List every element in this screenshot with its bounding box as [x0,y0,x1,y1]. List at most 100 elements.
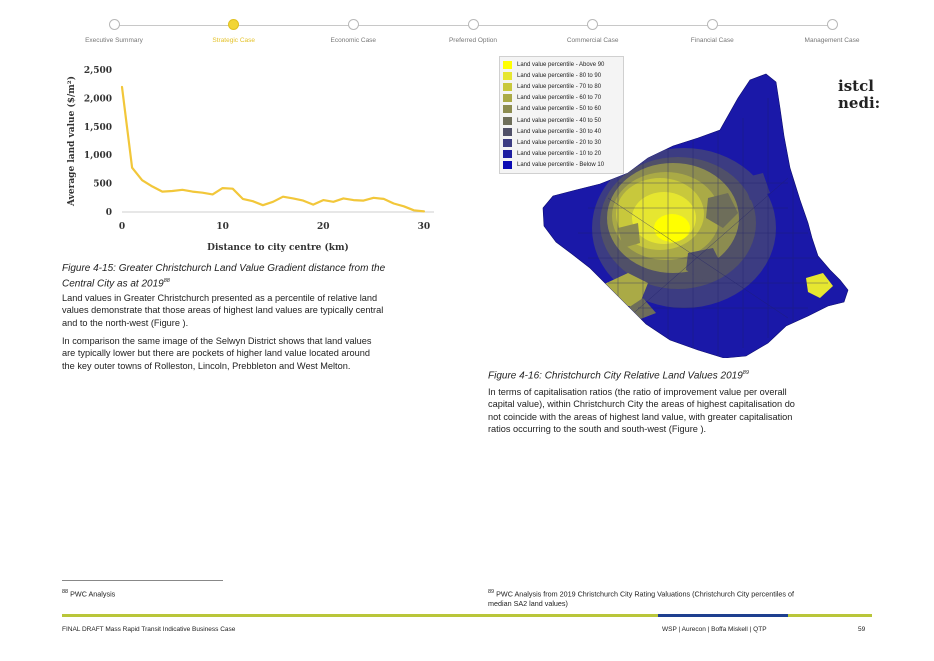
legend-label: Land value percentile - 30 to 40 [517,128,602,135]
zone-above-90 [654,214,690,242]
legend-swatch [503,138,512,147]
legend-item: Land value percentile - 20 to 30 [503,137,620,148]
text-line: and to the north-west (Figure ). [62,317,189,328]
footer-document-title: FINAL DRAFT Mass Rapid Transit Indicativ… [62,626,236,633]
zone-coastal [806,273,833,298]
nav-step-executive-summary[interactable]: Executive Summary [54,18,174,44]
y-tick-label: 1,500 [84,123,112,133]
nav-dot [706,19,718,30]
series-line [120,85,425,213]
legend-item: Land value percentile - 70 to 80 [503,81,620,92]
x-tick-label: 0 [119,222,125,232]
footnote-ref: 89 [742,370,749,376]
legend-label: Land value percentile - 10 to 20 [517,151,602,158]
text-line: capital value), within Christchurch City… [488,399,795,410]
x-tick-label: 10 [216,222,229,232]
nav-step-strategic-case[interactable]: Strategic Case [174,18,294,44]
legend-label: Land value percentile - Above 90 [517,61,605,68]
legend-label: Land value percentile - 50 to 60 [517,106,602,113]
christchurch-land-value-map [542,73,849,358]
nav-step-commercial-case[interactable]: Commercial Case [533,18,653,44]
legend-item: Land value percentile - 10 to 20 [503,149,620,160]
nav-step-preferred-option[interactable]: Preferred Option [413,18,533,44]
nav-dot [108,19,120,30]
text-line: are typically lower but there are pocket… [62,348,370,359]
legend-swatch [503,71,512,80]
footer-partners: WSP | Aurecon | Boffa Miskell | QTP [662,626,767,633]
nav-dot [587,19,599,30]
legend-label: Land value percentile - 80 to 90 [517,72,602,79]
map-label-fragment: istcl nedi: [838,78,880,112]
y-tick-label: 500 [93,180,112,190]
legend-label: Land value percentile - 60 to 70 [517,95,602,102]
land-value-gradient-chart: 0 500 1,000 1,500 2,000 2,500 0 10 20 30 Distance … [66,66,434,253]
nav-dot [826,19,838,30]
legend-item: Land value percentile - Below 10 [503,160,620,171]
legend-item: Land value percentile - 60 to 70 [503,93,620,104]
legend-item: Land value percentile - 30 to 40 [503,126,620,137]
zone-patch [743,173,770,200]
legend-item: Land value percentile - 40 to 50 [503,115,620,126]
nav-label: Strategic Case [212,37,255,44]
legend-swatch [503,150,512,159]
footnote-ref: 89 [488,589,495,595]
progress-nav: Executive Summary Strategic Case Economi… [68,18,878,50]
footnote-rule [62,580,223,581]
footer-page-number: 59 [858,626,866,633]
text-line: the key outer towns of Rolleston, Lincol… [62,360,351,371]
nav-step-management-case[interactable]: Management Case [772,18,892,44]
nav-step-financial-case[interactable]: Financial Case [652,18,772,44]
x-tick-label: 30 [418,222,431,232]
legend-swatch [503,94,512,103]
footer-bar-accent [658,614,788,617]
footnote-text: PWC Analysis from 2019 Christchurch City… [496,589,794,599]
text-line: Land values in Greater Christchurch pres… [62,293,378,303]
legend-swatch [503,116,512,125]
legend-swatch [503,82,512,91]
x-tick-label: 20 [317,222,330,232]
nav-label: Preferred Option [448,37,498,44]
legend-swatch [503,127,512,136]
text-line: not coincide with the areas of highest l… [488,411,793,422]
y-tick-label: 0 [106,208,112,218]
figure-15-caption: Figure 4-15: Greater Christchurch Land V… [62,262,442,290]
legend-label: Land value percentile - 70 to 80 [517,83,602,90]
figure-16-caption: Figure 4-16: Christchurch City Relative … [488,367,878,382]
nav-step-economic-case[interactable]: Economic Case [293,18,413,44]
footer-bar [62,614,658,617]
legend-label: Land value percentile - 40 to 50 [517,117,602,124]
footnote-text: median SA2 land values) [488,599,568,609]
nav-dot [347,19,359,30]
x-axis-label: Distance to city centre (km) [207,242,349,253]
paragraph-capitalisation: In terms of capitalisation ratios (the r… [488,386,883,436]
zone-patch [618,223,640,248]
map-label-line: istcl [838,77,874,95]
footnote-ref: 88 [62,589,69,595]
legend-swatch [503,105,512,114]
legend-item: Land value percentile - 80 to 90 [503,70,620,81]
legend-swatch [503,60,512,69]
nav-dot [467,19,479,30]
paragraph-land-values: Land values in Greater Christchurch pres… [62,292,452,329]
caption-line: Figure 4-16: Christchurch City Relative … [488,370,743,382]
text-line: ratios occurring to the south and south-… [488,424,707,435]
nav-label: Commercial Case [566,37,619,44]
map-label-line: nedi: [838,94,881,112]
footnote-ref: 88 [163,278,170,284]
y-tick-label: 2,500 [84,66,112,76]
footnote-88: 88 PWC Analysis [62,587,115,599]
text-line: In comparison the same image of the Selw… [62,336,372,346]
nav-label: Management Case [804,37,860,44]
nav-label: Economic Case [330,37,377,44]
nav-label: Executive Summary [85,37,143,44]
nav-label: Financial Case [690,37,734,44]
caption-line: Central City as at 2019 [62,278,164,290]
text-line: In terms of capitalisation ratios (the r… [488,387,787,397]
caption-line: Figure 4-15: Greater Christchurch Land V… [62,263,386,274]
paragraph-selwyn: In comparison the same image of the Selw… [62,335,452,372]
legend-swatch [503,161,512,170]
footnote-89: 89 PWC Analysis from 2019 Christchurch C… [488,587,878,609]
legend-item: Land value percentile - 50 to 60 [503,104,620,115]
footnote-text: PWC Analysis [70,589,116,599]
nav-dot [228,19,240,30]
